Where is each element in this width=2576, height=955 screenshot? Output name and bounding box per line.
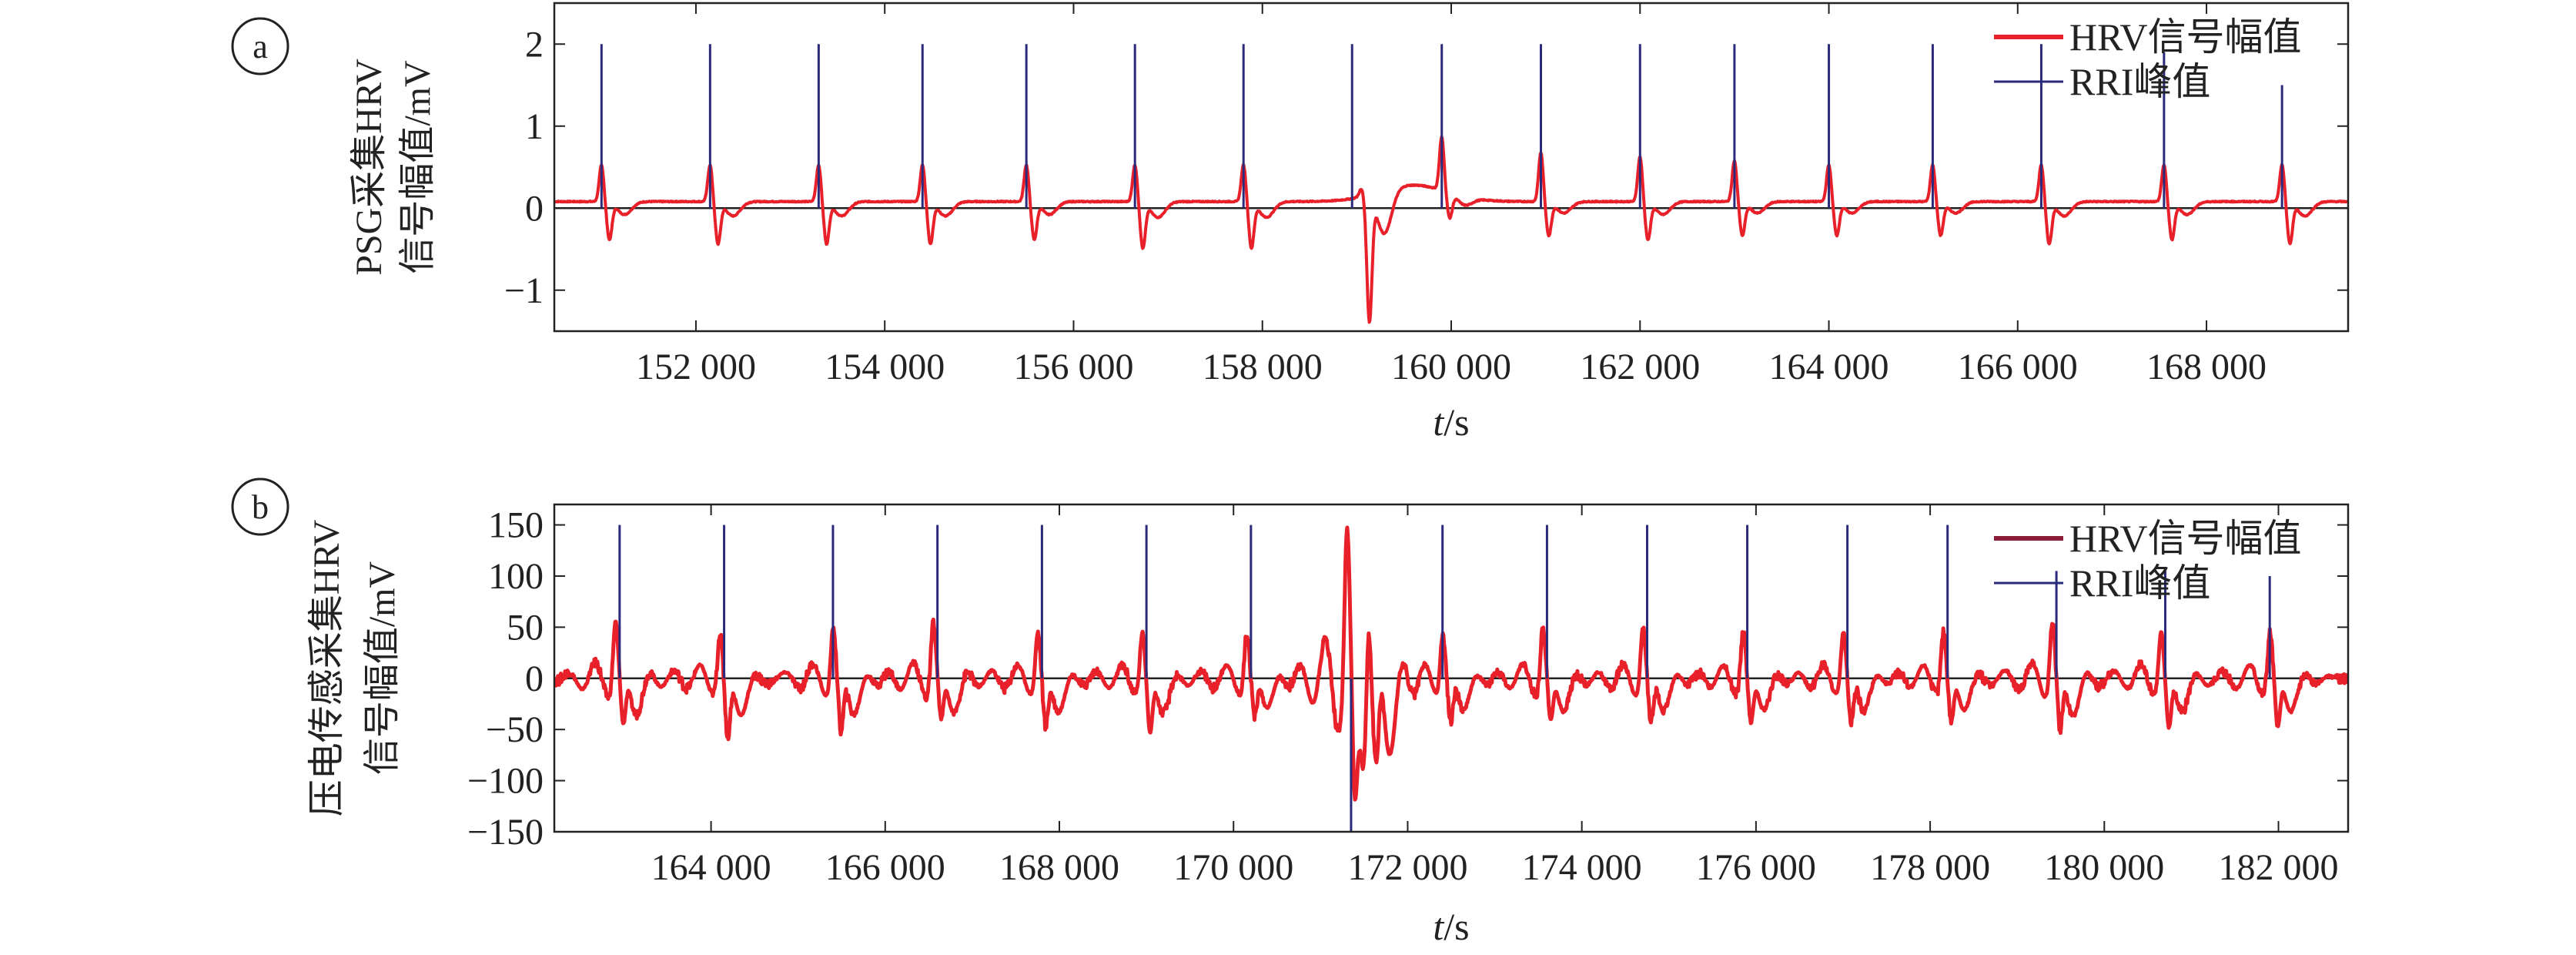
x-tick-label: 182 000 bbox=[2219, 847, 2339, 888]
x-tick-label: 164 000 bbox=[1769, 347, 1889, 387]
plot-area bbox=[554, 44, 2348, 324]
x-tick-label: 154 000 bbox=[825, 347, 945, 387]
panel-b: b 压电传感采集HRV 信号幅值/mV −150 −100 −50 0 50 100 150 164… bbox=[231, 478, 2350, 948]
x-tick-label: 168 000 bbox=[999, 847, 1119, 888]
y-tick-label: 100 bbox=[488, 556, 544, 597]
panel-label-circle bbox=[231, 17, 289, 75]
x-tick-label: 180 000 bbox=[2044, 847, 2164, 888]
x-axis-label-var: t bbox=[1433, 400, 1444, 444]
x-tick-label: 166 000 bbox=[825, 847, 945, 888]
x-tick-label: 162 000 bbox=[1580, 347, 1700, 387]
hrv-series-line bbox=[554, 525, 2348, 802]
y-axis-label-line: 信号幅值/mV bbox=[397, 60, 438, 274]
y-tick-label: −50 bbox=[486, 709, 544, 750]
y-axis-label-line: 信号幅值/mV bbox=[362, 561, 403, 775]
panel-label: a bbox=[253, 28, 268, 65]
legend-rri-label: RRI峰值 bbox=[2069, 60, 2210, 103]
y-tick-label: 150 bbox=[488, 505, 544, 546]
panel-label-circle bbox=[231, 478, 289, 536]
legend-hrv-label: HRV信号幅值 bbox=[2069, 517, 2302, 560]
panel-a: a PSG采集HRV 信号幅值/mV −1 0 1 2 152 000 154 000 156 0… bbox=[231, 2, 2350, 444]
x-tick-label: 168 000 bbox=[2146, 347, 2267, 387]
plot-frame bbox=[553, 2, 2350, 333]
x-axis-label: t/s bbox=[1433, 905, 1469, 948]
y-tick-label: 0 bbox=[525, 188, 544, 229]
plot-area bbox=[554, 524, 2348, 832]
y-tick-label: −150 bbox=[467, 812, 544, 853]
x-tick-label: 166 000 bbox=[1958, 347, 2078, 387]
x-tick-label: 178 000 bbox=[1870, 847, 1990, 888]
y-tick-label: 1 bbox=[525, 106, 544, 147]
y-tick-label: 50 bbox=[507, 607, 544, 648]
x-tick-label: 160 000 bbox=[1391, 347, 1511, 387]
x-tick-label: 170 000 bbox=[1173, 847, 1293, 888]
legend-rri-label: RRI峰值 bbox=[2069, 561, 2210, 605]
x-tick-label: 152 000 bbox=[636, 347, 756, 387]
panel-label: b bbox=[252, 488, 269, 526]
y-tick-label: 2 bbox=[525, 24, 544, 65]
y-tick-label: 0 bbox=[525, 658, 544, 699]
plot-frame bbox=[553, 503, 2350, 833]
hrv-series-line bbox=[554, 135, 2348, 324]
x-axis-label-unit: /s bbox=[1444, 400, 1469, 444]
legend-hrv-label: HRV信号幅值 bbox=[2069, 15, 2302, 59]
x-tick-label: 174 000 bbox=[1522, 847, 1642, 888]
y-tick-label: −100 bbox=[467, 761, 544, 802]
x-tick-label: 158 000 bbox=[1203, 347, 1323, 387]
y-axis-label-line: 压电传感采集HRV bbox=[306, 519, 347, 816]
x-tick-label: 164 000 bbox=[651, 847, 771, 888]
x-axis-label: t/s bbox=[1433, 400, 1469, 444]
y-tick-label: −1 bbox=[504, 270, 544, 311]
x-tick-label: 156 000 bbox=[1013, 347, 1133, 387]
x-axis-label-var: t bbox=[1433, 905, 1444, 948]
x-axis-label-unit: /s bbox=[1444, 905, 1469, 948]
y-axis-label-line: PSG采集HRV bbox=[349, 59, 390, 276]
x-tick-label: 172 000 bbox=[1347, 847, 1467, 888]
x-tick-label: 176 000 bbox=[1696, 847, 1816, 888]
